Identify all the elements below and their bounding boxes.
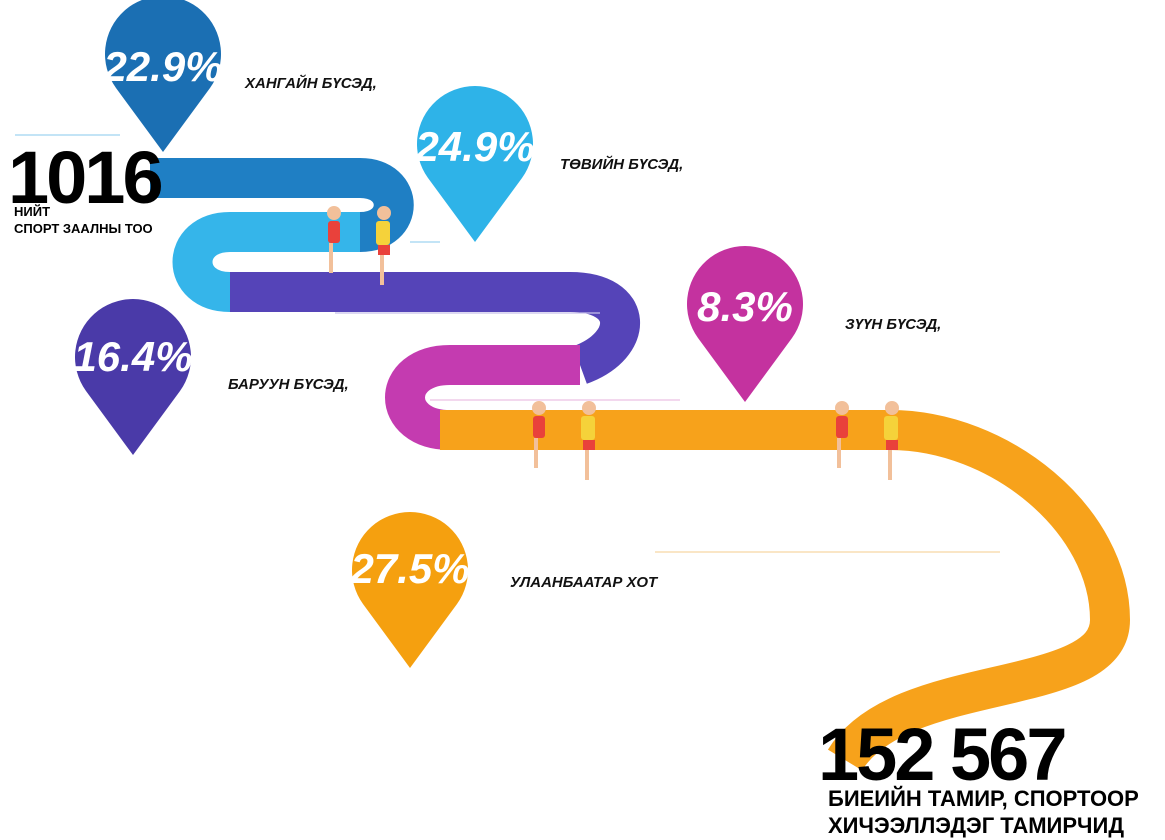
athletes-label: БИЕИЙН ТАМИР, СПОРТООР	[828, 786, 1139, 811]
region-label: УЛААНБААТАР ХОТ	[510, 574, 659, 591]
percent: 8.3%	[697, 283, 793, 330]
road	[15, 135, 1110, 760]
infographic: 22.9% ХАНГАЙН БҮСЭД, 24.9% ТӨВИЙН БҮСЭД,…	[0, 0, 1165, 840]
road-segment	[440, 430, 1110, 760]
region-label: БАРУУН БҮСЭД,	[228, 376, 349, 393]
page: 22.9% ХАНГАЙН БҮСЭД, 24.9% ТӨВИЙН БҮСЭД,…	[0, 0, 1165, 840]
percent: 22.9%	[102, 43, 222, 90]
region-label: ХАНГАЙН БҮСЭД,	[244, 74, 377, 92]
region-label: ТӨВИЙН БҮСЭД,	[560, 155, 683, 173]
total-label: СПОРТ ЗААЛНЫ ТОО	[14, 221, 153, 236]
total-label: НИЙТ	[14, 204, 50, 219]
athletes-value: 152 567	[818, 713, 1065, 796]
region-label: ЗҮҮН БҮСЭД,	[845, 316, 941, 333]
percent: 16.4%	[73, 333, 192, 380]
athletes-label: ХИЧЭЭЛЛЭДЭГ ТАМИРЧИД	[828, 813, 1124, 838]
percent: 24.9%	[414, 123, 534, 170]
pins: 22.9% ХАНГАЙН БҮСЭД, 24.9% ТӨВИЙН БҮСЭД,…	[73, 0, 941, 668]
percent: 27.5%	[349, 545, 469, 592]
